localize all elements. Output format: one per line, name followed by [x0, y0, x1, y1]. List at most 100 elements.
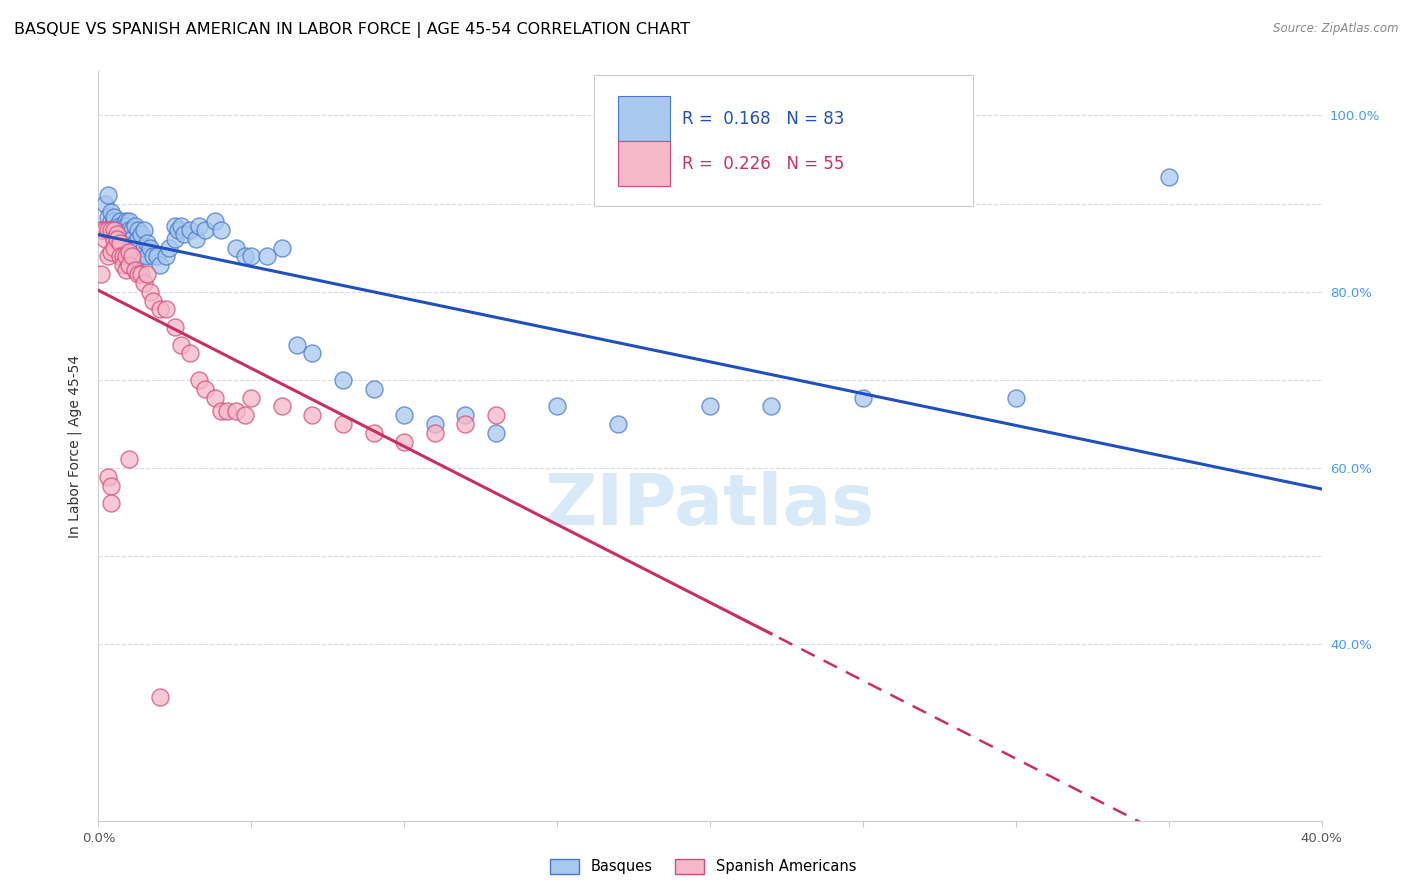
Point: [194, 223, 217, 237]
Point: [111, 232, 134, 246]
Point: [546, 400, 568, 414]
Text: R =  0.168   N = 83: R = 0.168 N = 83: [682, 110, 844, 128]
Point: [111, 223, 134, 237]
Point: [127, 223, 149, 237]
Point: [392, 434, 416, 449]
Point: [121, 250, 143, 264]
Point: [97, 187, 120, 202]
Point: [108, 250, 131, 264]
Point: [194, 382, 217, 396]
Point: [170, 337, 193, 351]
Point: [93, 196, 115, 211]
Point: [699, 400, 721, 414]
Point: [100, 223, 122, 237]
Point: [209, 223, 232, 237]
Point: [118, 241, 141, 255]
Point: [225, 241, 247, 255]
Point: [127, 232, 149, 246]
FancyBboxPatch shape: [593, 75, 973, 206]
Point: [139, 285, 162, 299]
Point: [485, 425, 508, 440]
Point: [90, 267, 112, 281]
Point: [173, 227, 195, 242]
Point: [285, 337, 308, 351]
Point: [759, 400, 782, 414]
Point: [103, 214, 125, 228]
Point: [97, 470, 120, 484]
Point: [149, 302, 172, 317]
Point: [204, 391, 226, 405]
Point: [454, 408, 477, 422]
Point: [142, 250, 165, 264]
Point: [90, 223, 112, 237]
Point: [111, 250, 134, 264]
Point: [167, 223, 190, 237]
Point: [111, 227, 134, 242]
Point: [215, 403, 238, 417]
Point: [103, 241, 125, 255]
Point: [392, 408, 416, 422]
Point: [142, 293, 165, 308]
Point: [155, 250, 177, 264]
Point: [454, 417, 477, 431]
Point: [149, 258, 172, 272]
Point: [179, 346, 201, 360]
Text: BASQUE VS SPANISH AMERICAN IN LABOR FORCE | AGE 45-54 CORRELATION CHART: BASQUE VS SPANISH AMERICAN IN LABOR FORC…: [14, 22, 690, 38]
FancyBboxPatch shape: [619, 142, 669, 186]
Point: [115, 214, 138, 228]
Point: [105, 227, 128, 242]
Point: [134, 276, 156, 290]
Point: [188, 219, 211, 233]
Point: [118, 214, 141, 228]
Point: [100, 223, 122, 237]
Point: [118, 258, 141, 272]
Point: [301, 408, 323, 422]
Point: [97, 210, 120, 224]
Point: [240, 391, 263, 405]
Point: [115, 250, 138, 264]
Point: [186, 232, 208, 246]
Point: [118, 452, 141, 467]
Point: [149, 690, 172, 705]
Point: [103, 223, 125, 237]
Point: [363, 425, 385, 440]
Point: [170, 219, 193, 233]
Point: [103, 223, 125, 237]
Point: [93, 223, 115, 237]
Point: [233, 250, 256, 264]
Point: [111, 219, 134, 233]
Point: [332, 417, 354, 431]
Point: [204, 214, 226, 228]
Point: [145, 250, 167, 264]
Point: [485, 408, 508, 422]
Point: [124, 219, 146, 233]
Point: [256, 250, 278, 264]
Point: [332, 373, 354, 387]
Point: [129, 267, 152, 281]
Point: [115, 227, 138, 242]
Point: [129, 227, 152, 242]
Point: [93, 223, 115, 237]
Point: [97, 223, 120, 237]
Point: [108, 236, 131, 251]
Point: [852, 391, 875, 405]
Point: [105, 223, 128, 237]
Point: [108, 219, 131, 233]
Point: [100, 214, 122, 228]
Point: [100, 205, 122, 219]
Point: [105, 227, 128, 242]
Point: [136, 250, 159, 264]
Text: Source: ZipAtlas.com: Source: ZipAtlas.com: [1274, 22, 1399, 36]
Point: [1004, 391, 1026, 405]
Point: [124, 262, 146, 277]
Text: R =  0.226   N = 55: R = 0.226 N = 55: [682, 154, 844, 172]
Point: [100, 223, 122, 237]
Point: [115, 262, 138, 277]
Point: [163, 219, 186, 233]
Point: [121, 223, 143, 237]
Point: [115, 219, 138, 233]
Point: [103, 232, 125, 246]
Point: [108, 214, 131, 228]
Point: [233, 408, 256, 422]
Point: [423, 425, 446, 440]
